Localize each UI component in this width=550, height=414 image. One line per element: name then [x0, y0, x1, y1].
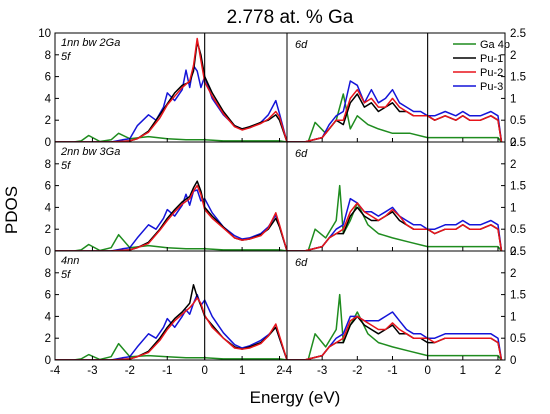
series-line-pu-3 — [287, 311, 503, 360]
series-line-pu-2 — [55, 184, 287, 251]
panel-label: 1nn bw 2Ga — [61, 37, 120, 49]
chart-title: 2.778 at. % Ga — [227, 7, 354, 28]
panel-1-6d: 6d 0 0.5 1 1.5 2 2.5 — [286, 28, 526, 149]
y-tick-label: 0 — [510, 246, 516, 258]
orbital-label-5f: 5f — [61, 51, 71, 63]
y-tick-label: 0 — [45, 355, 51, 367]
series-line-pu-2 — [55, 37, 287, 142]
x-tick-label: -1 — [162, 365, 172, 377]
orbital-label-6d: 6d — [295, 257, 308, 269]
x-tick-label: 1 — [460, 365, 466, 377]
y-tick-label: 1 — [510, 93, 516, 105]
orbital-label-5f: 5f — [61, 269, 71, 281]
y-tick-label: 8 — [45, 159, 51, 171]
y-tick-label: 0 — [510, 137, 516, 149]
y-tick-label: 2 — [510, 268, 516, 280]
x-tick-label: 0 — [201, 365, 207, 377]
panel-3-6d: 6d 0 0.5 1 1.5 2 2.5 -4 -3 -2 -1 0 1 2 — [282, 246, 526, 377]
y-tick-label: 2 — [510, 159, 516, 171]
x-tick-label: 0 — [424, 365, 430, 377]
series-line-pu-3 — [287, 197, 503, 251]
x-tick-label: -1 — [387, 365, 397, 377]
series-line-pu-2 — [287, 88, 503, 142]
y-tick-label: 2 — [45, 224, 51, 236]
panel-frame — [54, 250, 288, 361]
y-tick-label: 4 — [45, 311, 52, 323]
y-tick-label: 0 — [510, 355, 516, 367]
panel-frame — [54, 141, 288, 252]
series-line-pu-3 — [287, 80, 503, 142]
legend-label-ga-4p: Ga 4p — [480, 39, 510, 51]
y-tick-label: 2.5 — [510, 28, 526, 40]
x-tick-label: -4 — [50, 365, 61, 377]
x-tick-label: -2 — [125, 365, 135, 377]
panel-frame — [286, 32, 506, 143]
panel-frame — [286, 141, 506, 252]
y-tick-label: 0 — [45, 137, 51, 149]
y-tick-label: 2.5 — [510, 246, 526, 258]
series-line-ga-4p — [287, 293, 503, 360]
x-tick-label: -2 — [352, 365, 362, 377]
x-tick-label: -3 — [317, 365, 327, 377]
y-tick-label: 1 — [510, 202, 516, 214]
y-tick-label: 6 — [45, 290, 51, 302]
series-line-pu-2 — [55, 297, 287, 360]
legend: Ga 4p Pu-1 Pu-2 Pu-3 — [453, 39, 510, 93]
orbital-label-6d: 6d — [295, 148, 308, 160]
y-tick-label: 1.5 — [510, 72, 526, 84]
panel-frame — [286, 250, 506, 361]
y-tick-label: 10 — [38, 28, 51, 40]
y-tick-label: 6 — [45, 181, 51, 193]
y-tick-label: 2 — [45, 333, 51, 345]
series-line-ga-4p — [287, 93, 503, 142]
series-line-ga-4p — [55, 132, 287, 142]
y-tick-label: 1.5 — [510, 290, 526, 302]
legend-label-pu-1: Pu-1 — [480, 53, 503, 65]
y-axis-label: PDOS — [2, 186, 21, 234]
series-line-pu-2 — [287, 202, 503, 251]
orbital-label-5f: 5f — [61, 160, 71, 172]
series-line-ga-4p — [287, 184, 503, 251]
x-tick-label: 1 — [239, 365, 245, 377]
legend-label-pu-3: Pu-3 — [480, 81, 503, 93]
y-tick-label: 0.5 — [510, 115, 526, 127]
y-tick-label: 8 — [45, 268, 51, 280]
y-tick-label: 1 — [510, 311, 516, 323]
y-tick-label: 8 — [45, 50, 51, 62]
legend-label-pu-2: Pu-2 — [480, 67, 503, 79]
y-tick-label: 0.5 — [510, 224, 526, 236]
orbital-label-6d: 6d — [295, 39, 308, 51]
series-line-pu-2 — [287, 315, 503, 360]
panel-1-5f: 1nn bw 2Ga 5f 0 2 4 6 8 10 — [38, 28, 288, 149]
x-tick-label: 2 — [495, 365, 501, 377]
y-tick-label: 1.5 — [510, 181, 526, 193]
y-tick-label: 0.5 — [510, 333, 526, 345]
series-line-pu-3 — [55, 64, 287, 142]
y-tick-label: 0 — [45, 246, 51, 258]
series-line-pu-3 — [55, 293, 287, 360]
y-tick-label: 4 — [45, 202, 52, 214]
y-tick-label: 2 — [45, 115, 51, 127]
series-line-pu-3 — [55, 189, 287, 251]
series-line-ga-4p — [55, 233, 287, 251]
y-tick-label: 2.5 — [510, 137, 526, 149]
series-line-pu-1 — [55, 284, 287, 360]
panel-2-5f: 2nn bw 3Ga 5f 0 2 4 6 8 — [45, 141, 288, 258]
series-line-ga-4p — [55, 342, 287, 360]
y-tick-label: 2 — [510, 50, 516, 62]
panel-3-5f: 4nn 5f 0 2 4 6 8 -4 -3 -2 -1 0 1 2 — [45, 250, 288, 377]
panel-2-6d: 6d 0 0.5 1 1.5 2 2.5 — [286, 137, 526, 258]
panel-label: 4nn — [61, 255, 79, 267]
y-tick-label: 6 — [45, 72, 51, 84]
x-tick-label: 2 — [276, 365, 282, 377]
x-tick-label: -3 — [87, 365, 97, 377]
x-tick-label: -4 — [282, 365, 293, 377]
y-tick-label: 4 — [45, 93, 52, 105]
x-axis-label: Energy (eV) — [250, 388, 341, 407]
panel-label: 2nn bw 3Ga — [60, 146, 120, 158]
